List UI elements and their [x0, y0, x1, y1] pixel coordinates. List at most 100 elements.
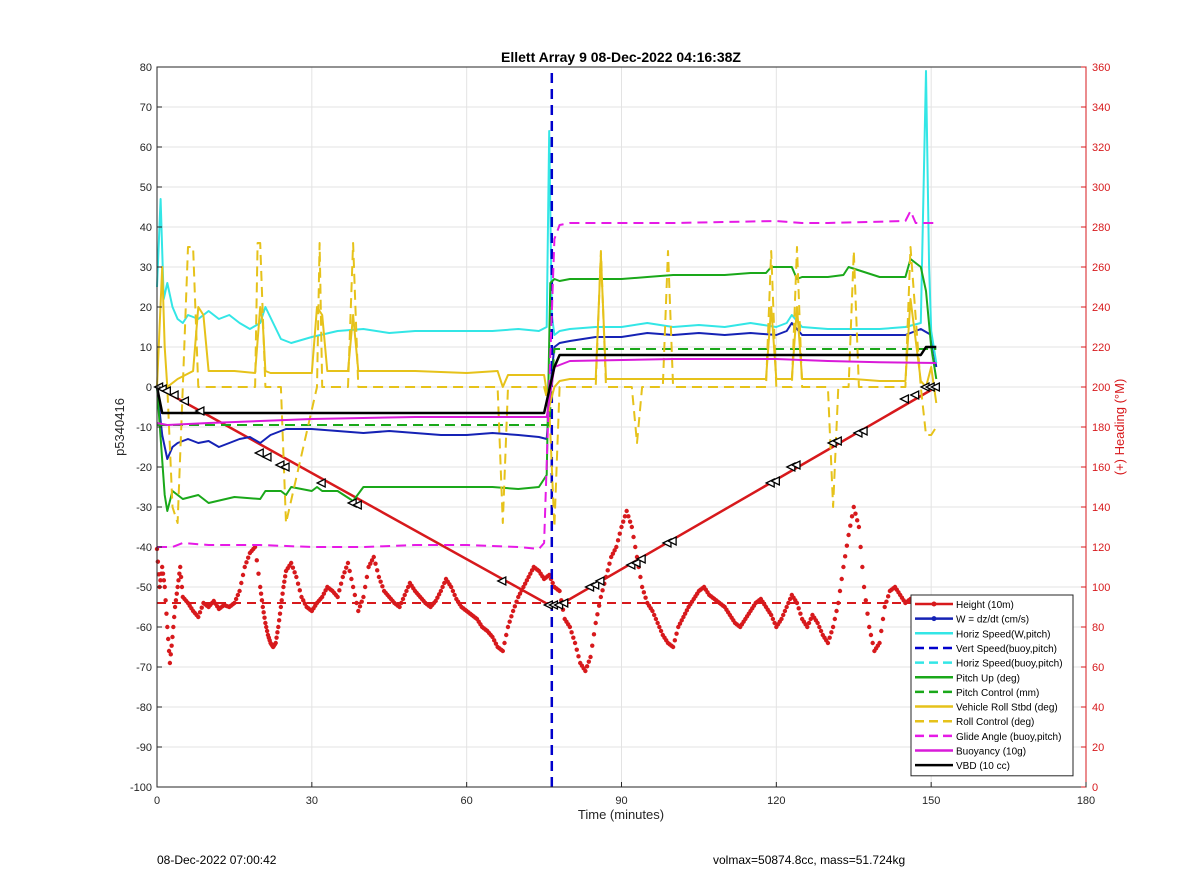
heading-point	[281, 584, 286, 590]
heading-point	[856, 524, 862, 530]
heading-point	[364, 574, 370, 580]
legend-label: Height (10m)	[956, 600, 1014, 611]
right-y-tick-label: 0	[1092, 782, 1098, 794]
heading-point	[158, 578, 163, 583]
heading-point	[159, 564, 165, 570]
legend-label: VBD (10 cc)	[956, 761, 1010, 772]
heading-point	[163, 598, 168, 603]
series-pitch	[156, 258, 938, 512]
heading-point	[588, 654, 593, 660]
heading-point	[347, 568, 352, 574]
right-y-tick-label: 180	[1092, 422, 1110, 434]
heading-point	[633, 544, 638, 550]
heading-point	[787, 596, 793, 602]
series-horiz	[156, 70, 938, 364]
heading-point	[529, 568, 535, 573]
heading-point	[528, 571, 533, 576]
heading-point	[818, 628, 824, 634]
heading-point	[197, 610, 203, 615]
heading-point	[299, 594, 304, 600]
heading-point	[607, 561, 612, 566]
heading-point	[521, 584, 526, 590]
heading-point	[836, 600, 841, 606]
heading-point	[798, 611, 803, 616]
heading-point	[825, 640, 831, 646]
y-tick-label: -30	[136, 502, 152, 514]
heading-point	[175, 584, 180, 590]
right-y-tick-label: 20	[1092, 742, 1104, 754]
heading-point	[806, 620, 812, 626]
series-vbd	[155, 345, 937, 415]
height-marker	[831, 435, 842, 447]
heading-point	[682, 611, 688, 616]
heading-point	[610, 551, 616, 556]
x-tick-label: 60	[461, 795, 473, 807]
heading-point	[598, 594, 604, 600]
heading-point	[643, 595, 648, 600]
heading-point	[345, 560, 351, 566]
x-tick-label: 90	[615, 795, 627, 807]
series-buoy	[156, 358, 937, 426]
heading-point	[262, 615, 267, 620]
heading-point	[361, 594, 366, 600]
heading-point	[612, 548, 617, 553]
height-marker	[351, 499, 362, 511]
heading-point	[619, 524, 624, 530]
heading-point	[371, 554, 376, 560]
heading-point	[452, 592, 457, 598]
legend-label: Buoyancy (10g)	[956, 747, 1026, 758]
heading-point	[867, 624, 872, 630]
y-tick-label: 70	[140, 102, 152, 114]
heading-point	[516, 594, 521, 600]
heading-point	[583, 668, 588, 674]
heading-point	[584, 664, 590, 669]
heading-point	[830, 624, 836, 630]
heading-point	[176, 578, 181, 583]
heading-point	[650, 608, 655, 614]
y-tick-label: 0	[146, 382, 152, 394]
heading-point	[278, 604, 284, 610]
heading-point	[608, 554, 614, 560]
heading-point	[639, 584, 645, 590]
heading-point	[522, 581, 528, 586]
heading-point	[626, 514, 631, 519]
heading-point	[808, 616, 813, 622]
heading-point	[357, 604, 363, 609]
heading-point	[280, 591, 285, 596]
heading-point	[510, 608, 516, 614]
heading-point	[841, 564, 846, 570]
heading-point	[576, 654, 581, 659]
heading-point	[846, 532, 851, 538]
heading-point	[504, 632, 509, 638]
heading-point	[435, 595, 440, 600]
legend-label: W = dz/dt (cm/s)	[956, 615, 1029, 626]
heading-point	[356, 608, 361, 614]
height-marker	[261, 451, 272, 463]
heading-point	[378, 579, 383, 584]
heading-point	[288, 560, 294, 566]
heading-point	[853, 511, 858, 516]
heading-point	[657, 624, 662, 630]
right-y-tick-label: 300	[1092, 182, 1110, 194]
heading-point	[839, 576, 844, 582]
y-tick-label: 30	[140, 262, 152, 274]
y-axis-label-left: p5340416	[112, 398, 127, 456]
x-tick-label: 180	[1077, 795, 1095, 807]
heading-point	[794, 600, 800, 606]
heading-point	[240, 572, 246, 578]
heading-point	[242, 564, 247, 570]
y-tick-label: 10	[140, 342, 152, 354]
legend-box	[910, 594, 1074, 777]
y-tick-label: -40	[136, 542, 152, 554]
heading-point	[337, 588, 342, 593]
heading-point	[380, 584, 385, 589]
heading-point	[681, 614, 686, 620]
heading-point	[178, 564, 183, 570]
heading-point	[493, 641, 499, 646]
right-y-tick-label: 260	[1092, 262, 1110, 274]
right-y-tick-label: 220	[1092, 342, 1110, 354]
heading-point	[865, 611, 870, 616]
heading-point	[165, 624, 170, 630]
legend-label: Vehicle Roll Stbd (deg)	[956, 703, 1058, 714]
heading-point	[276, 624, 281, 630]
